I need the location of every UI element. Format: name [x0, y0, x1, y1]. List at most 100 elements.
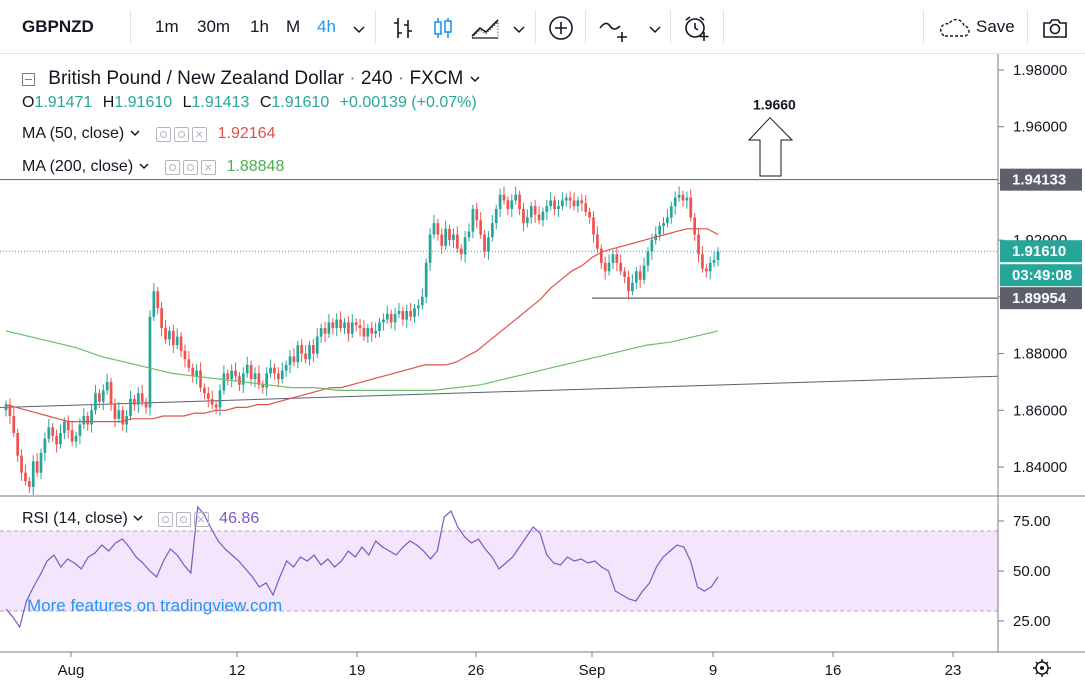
- price-tick-label: 1.96000: [1013, 119, 1067, 136]
- candle-body: [347, 322, 350, 334]
- symbol-search[interactable]: GBPNZD: [22, 17, 94, 36]
- eye-icon[interactable]: [157, 511, 173, 527]
- candle-body: [716, 251, 720, 260]
- candle-body: [148, 316, 152, 408]
- candle-body: [572, 200, 576, 207]
- interval-4h[interactable]: 4h: [317, 17, 336, 36]
- open-label: O: [22, 94, 35, 111]
- candle-body: [315, 336, 319, 354]
- chevron-down-icon[interactable]: [132, 513, 144, 523]
- close-icon[interactable]: [193, 511, 209, 527]
- close-icon[interactable]: [192, 126, 208, 142]
- interval-month[interactable]: M: [286, 17, 301, 36]
- candle-body: [136, 393, 140, 405]
- candle-body: [4, 404, 8, 411]
- interval-30m[interactable]: 30m: [197, 17, 231, 36]
- alarm-clock-icon[interactable]: [682, 14, 710, 42]
- candle-body: [506, 200, 510, 209]
- candle-body: [214, 404, 218, 408]
- candle-body: [43, 438, 47, 453]
- gear-icon[interactable]: [183, 159, 199, 175]
- toolbar-divider: [670, 10, 671, 44]
- candle-body: [631, 282, 634, 292]
- candle-body: [413, 308, 416, 317]
- candle-body: [483, 234, 486, 252]
- candle-body: [533, 206, 537, 215]
- eye-icon[interactable]: [156, 126, 172, 142]
- add-indicator-icon[interactable]: [547, 14, 575, 42]
- candle-body: [160, 308, 163, 329]
- chevron-down-icon[interactable]: [512, 14, 526, 42]
- save-button[interactable]: Save: [976, 17, 1015, 36]
- candle-body: [101, 390, 105, 402]
- candle-body: [74, 435, 78, 442]
- candle-body: [140, 393, 144, 402]
- candle-body: [39, 452, 43, 473]
- candle-body: [203, 387, 206, 394]
- candle-body: [374, 330, 377, 334]
- chevron-down-icon[interactable]: [352, 14, 366, 42]
- candle-body: [362, 328, 366, 337]
- candle-body: [20, 455, 23, 473]
- candle-body: [638, 271, 642, 280]
- candle-body: [576, 200, 580, 207]
- candle-body: [599, 248, 603, 263]
- candle-body: [335, 319, 339, 329]
- candle-body: [276, 373, 280, 380]
- candle-body: [428, 234, 432, 263]
- tradingview-link[interactable]: More features on tradingview.com: [27, 596, 283, 615]
- interval-1h[interactable]: 1h: [250, 17, 269, 36]
- gear-icon[interactable]: [174, 126, 190, 142]
- candle-body: [607, 262, 611, 272]
- cloud-icon[interactable]: [936, 14, 972, 42]
- area-chart-icon[interactable]: [469, 14, 503, 42]
- target-label: 1.9660: [753, 97, 796, 113]
- candle-body: [568, 197, 572, 201]
- candle-body: [94, 393, 97, 411]
- candle-body: [424, 262, 428, 297]
- candle-body: [537, 214, 541, 221]
- toolbar-divider: [1027, 10, 1028, 44]
- candle-countdown-tag: 03:49:08: [1012, 267, 1072, 284]
- ma50-value: 1.92164: [217, 125, 276, 142]
- bar-chart-icon[interactable]: [389, 14, 417, 42]
- candle-body: [658, 225, 662, 235]
- compare-icon[interactable]: [598, 14, 632, 42]
- candle-body: [257, 373, 261, 385]
- candle-body: [222, 373, 226, 391]
- candle-body: [541, 211, 545, 221]
- candle-body: [405, 311, 409, 320]
- ma50-line: [5, 228, 719, 423]
- candle-body: [16, 432, 20, 456]
- candles-icon[interactable]: [429, 14, 457, 42]
- chevron-down-icon[interactable]: [469, 74, 481, 84]
- candle-body: [261, 384, 265, 388]
- time-tick-label: 19: [349, 662, 366, 679]
- candle-body: [378, 322, 381, 331]
- close-icon[interactable]: [201, 159, 217, 175]
- gear-icon[interactable]: [1033, 659, 1051, 677]
- rsi-label: RSI (14, close): [22, 510, 128, 527]
- chevron-down-icon[interactable]: [129, 128, 141, 138]
- candle-body: [273, 367, 276, 374]
- interval-1m[interactable]: 1m: [155, 17, 179, 36]
- candle-body: [238, 376, 241, 385]
- candle-body: [121, 410, 125, 425]
- legend-interval: 240: [360, 68, 393, 89]
- price-tick-label: 1.84000: [1013, 459, 1067, 476]
- collapse-icon[interactable]: [22, 72, 35, 86]
- candle-body: [249, 364, 253, 380]
- candle-body: [105, 381, 109, 391]
- candle-body: [31, 461, 35, 487]
- gear-icon[interactable]: [175, 511, 191, 527]
- chevron-down-icon[interactable]: [648, 14, 662, 42]
- camera-icon[interactable]: [1041, 14, 1069, 42]
- chart-canvas[interactable]: 1.9660 1.980001.960001.940001.920001.900…: [0, 54, 1085, 687]
- candle-body: [502, 194, 506, 201]
- candle-body: [280, 370, 284, 380]
- eye-icon[interactable]: [165, 159, 181, 175]
- candle-body: [623, 271, 626, 278]
- candle-body: [253, 373, 257, 380]
- chevron-down-icon[interactable]: [138, 161, 150, 171]
- candle-body: [218, 390, 222, 408]
